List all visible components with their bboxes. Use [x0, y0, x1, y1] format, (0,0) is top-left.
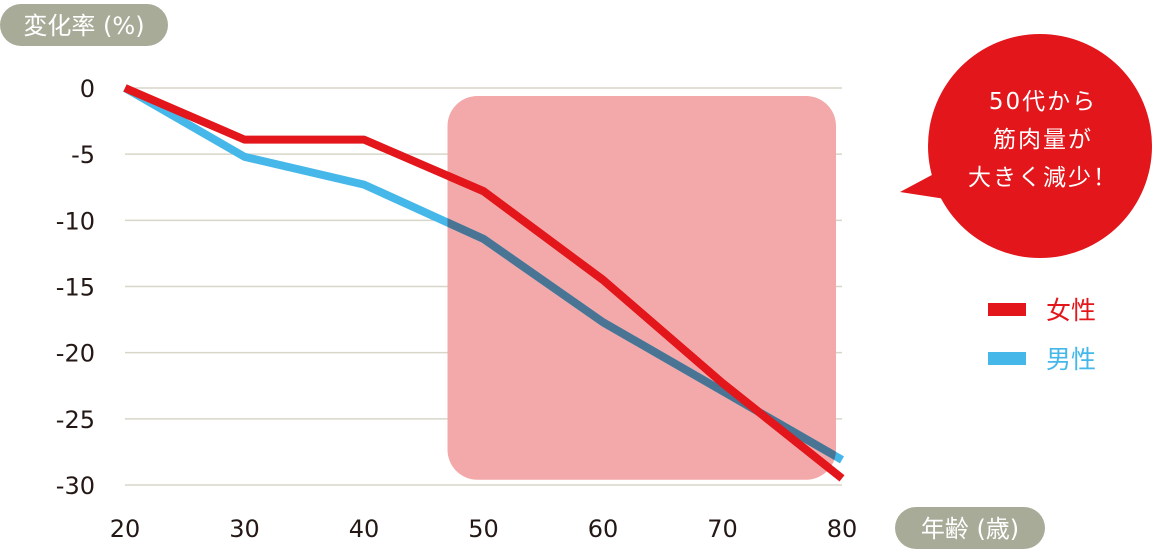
x-tick-label: 40: [349, 515, 380, 543]
legend-swatch-female: [988, 303, 1026, 316]
legend-label-female: 女性: [1046, 296, 1096, 325]
legend-swatch-male: [988, 352, 1026, 365]
y-axis-label: 変化率 (%): [0, 4, 168, 46]
x-tick-label: 60: [588, 515, 619, 543]
legend: 女性 男性: [988, 296, 1096, 374]
x-axis-label-pill: [895, 507, 1045, 549]
series-line-female-highlighted: [447, 96, 836, 480]
y-tick-label: -20: [56, 340, 95, 368]
x-tick-labels: 20 30 40 50 60 70 80: [110, 515, 858, 543]
callout-line-3: 大きく減少！: [968, 165, 1118, 191]
x-tick-label: 80: [827, 515, 858, 543]
y-tick-label: 0: [80, 75, 95, 103]
y-tick-label: -10: [56, 207, 95, 235]
x-tick-label: 30: [229, 515, 260, 543]
callout-circle: [928, 34, 1152, 258]
x-tick-label: 20: [110, 515, 141, 543]
y-axis-label-pill: [0, 4, 168, 46]
y-tick-label: -25: [56, 406, 95, 434]
highlight-region: [447, 96, 836, 480]
series-line-male-highlighted: [447, 96, 836, 464]
y-axis-label-text: 変化率 (%): [23, 12, 144, 40]
x-axis-label: 年齢 (歳): [895, 507, 1045, 549]
x-tick-label: 70: [707, 515, 738, 543]
x-axis-label-text: 年齢 (歳): [921, 515, 1019, 543]
callout-line-1: 50代から: [989, 89, 1097, 115]
callout-line-2: 筋肉量が: [993, 127, 1093, 153]
x-tick-label: 50: [468, 515, 499, 543]
y-tick-label: -15: [56, 274, 95, 302]
legend-label-male: 男性: [1046, 345, 1096, 374]
series-lines: [123, 84, 845, 482]
y-tick-label: -30: [56, 472, 95, 500]
y-tick-labels: 0 -5 -10 -15 -20 -25 -30: [56, 75, 95, 500]
y-tick-label: -5: [71, 141, 95, 169]
callout-bubble: 50代から 筋肉量が 大きく減少！: [900, 34, 1152, 258]
